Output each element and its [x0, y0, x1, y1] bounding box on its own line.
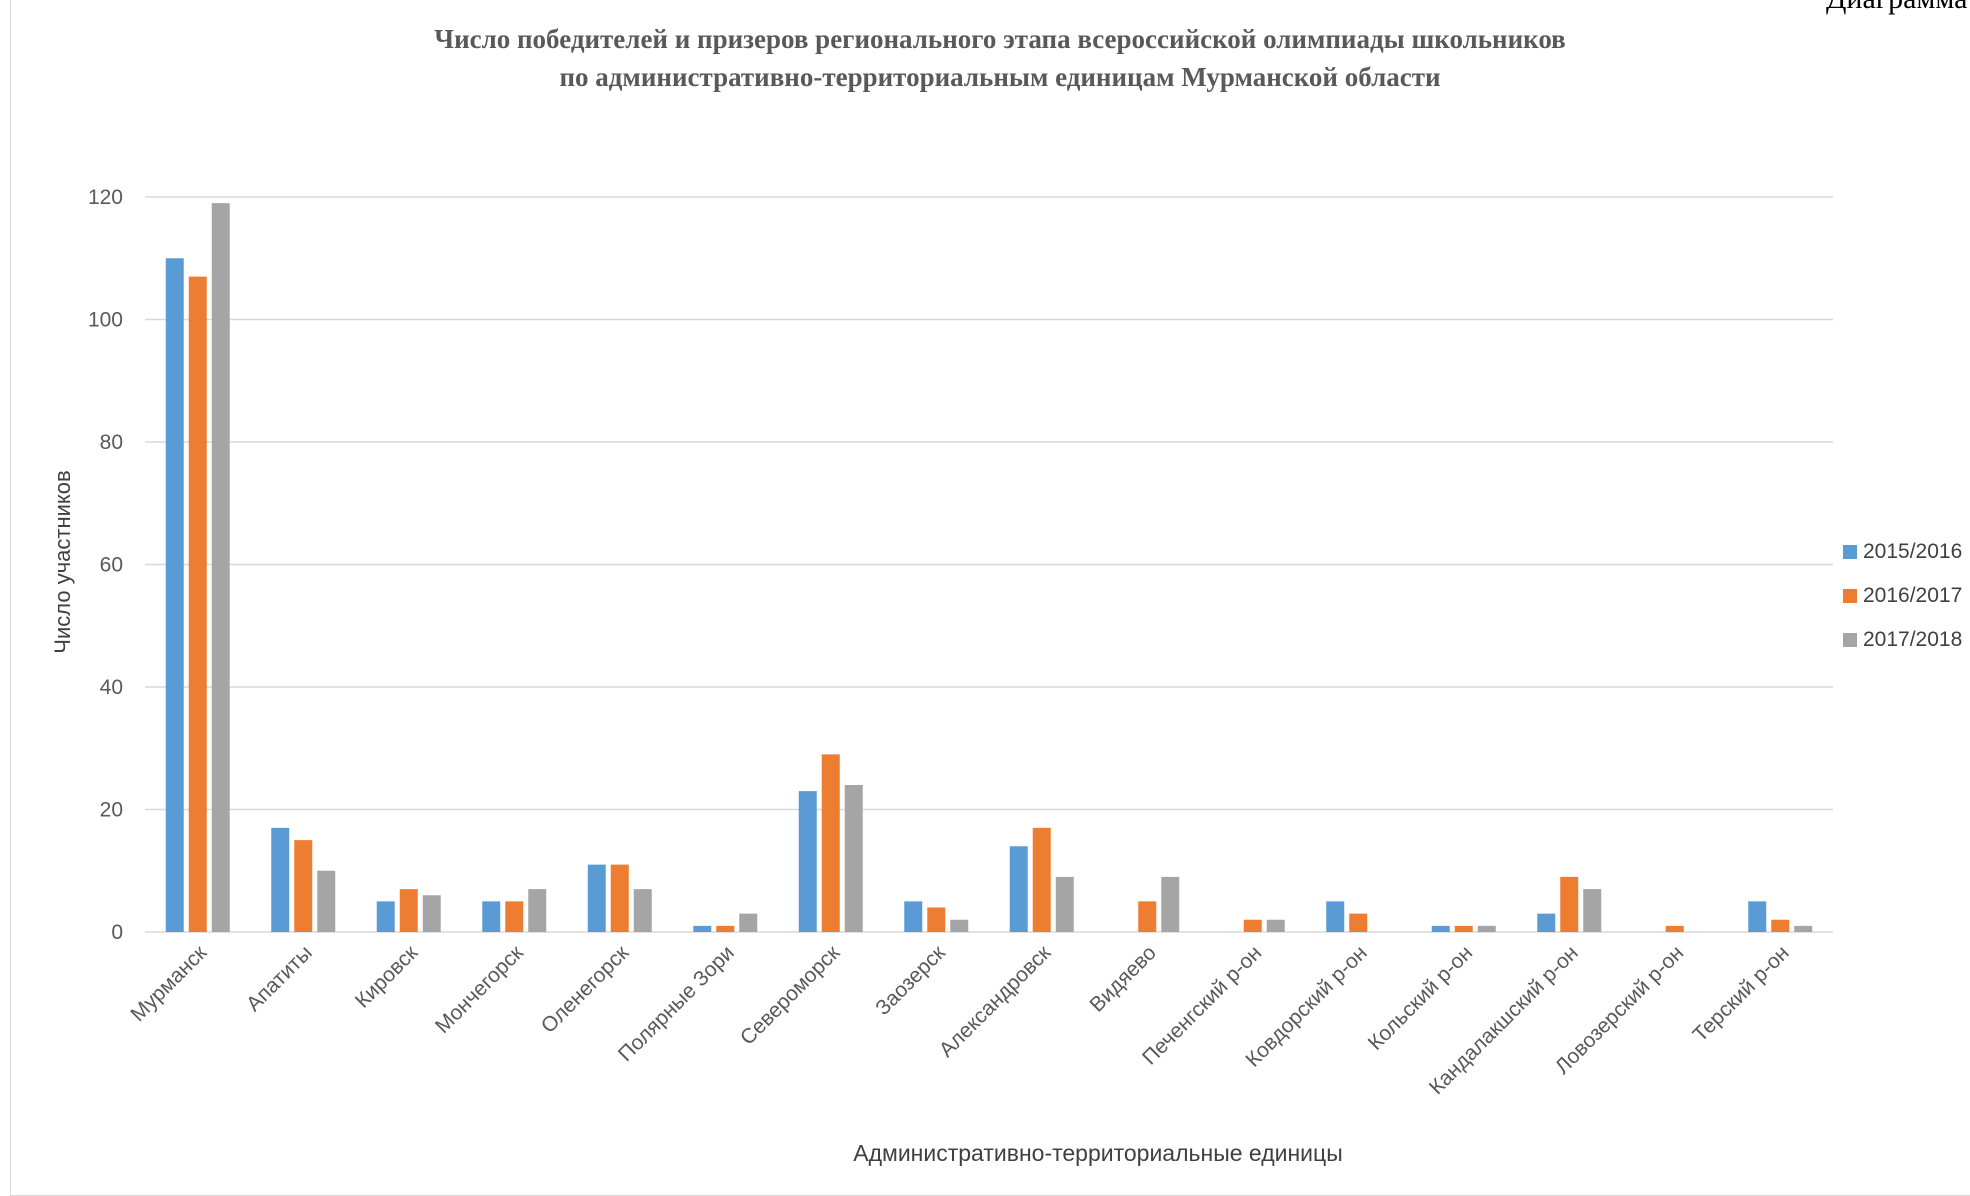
chart-plot: 0 20 40 60 80 100 120 Мурманск Апатиты Кировск Мо…: [88, 186, 1833, 1100]
x-tick-label: Полярные Зори: [614, 941, 739, 1066]
x-tick-label: Кировск: [351, 941, 423, 1013]
bar: [1748, 901, 1767, 932]
bar: [399, 889, 418, 932]
bar: [1009, 846, 1028, 932]
y-tick-label: 120: [88, 186, 123, 209]
bar: [693, 925, 712, 932]
bar: [528, 889, 547, 932]
bar: [610, 864, 629, 932]
bar: [716, 925, 735, 932]
bar: [1266, 919, 1285, 932]
x-tick-label: Терский р-он: [1688, 941, 1793, 1046]
bar: [1560, 876, 1579, 932]
y-tick-label: 20: [100, 799, 123, 822]
legend-item: 2016/2017: [1843, 574, 1962, 618]
bar: [1161, 876, 1180, 932]
bar: [927, 907, 946, 932]
bar: [422, 895, 441, 932]
bar: [1349, 913, 1368, 932]
bar: [1454, 925, 1473, 932]
y-tick-label: 100: [88, 309, 123, 332]
bar: [798, 791, 817, 932]
x-tick-label: Апатиты: [242, 941, 317, 1016]
bar: [821, 754, 840, 932]
x-axis-ticks: Мурманск Апатиты Кировск Мончегорск Оленегор…: [126, 941, 1793, 1100]
bar: [1794, 925, 1813, 932]
x-tick-label: Кольский р-он: [1364, 941, 1478, 1055]
bar: [1055, 876, 1074, 932]
x-tick-label: Мурманск: [126, 941, 211, 1026]
legend-item: 2017/2018: [1843, 618, 1962, 662]
bar: [211, 203, 230, 932]
bar: [271, 827, 290, 932]
y-axis-ticks: 0 20 40 60 80 100 120: [88, 186, 123, 944]
legend-swatch: [1843, 545, 1857, 559]
bar: [1326, 901, 1345, 932]
bar: [188, 276, 207, 932]
legend-label: 2015/2016: [1863, 540, 1963, 563]
x-tick-label: Александровск: [935, 941, 1056, 1062]
bar: [1138, 901, 1157, 932]
bar: [950, 919, 969, 932]
bar: [1243, 919, 1262, 932]
bar: [1032, 827, 1051, 932]
bar: [294, 840, 313, 932]
figure-number-label: Диаграмма 4: [1826, 0, 1970, 16]
bar: [904, 901, 923, 932]
bar: [1431, 925, 1450, 932]
bar: [505, 901, 524, 932]
legend-swatch: [1843, 589, 1857, 603]
x-tick-label: Мончегорск: [431, 941, 528, 1038]
x-tick-label: Североморск: [736, 941, 845, 1050]
chart-title-line-1: Число победителей и призеров регионально…: [434, 24, 1566, 54]
bar: [1537, 913, 1556, 932]
x-tick-label: Заозерск: [871, 941, 950, 1020]
legend: 2015/2016 2016/2017 2017/2018: [1843, 530, 1962, 662]
bar: [633, 889, 652, 932]
bars: [165, 203, 1813, 932]
bar: [165, 258, 184, 932]
bar: [739, 913, 758, 932]
bar: [1477, 925, 1496, 932]
y-axis-label: Число участников: [50, 470, 75, 654]
grid-lines: [145, 196, 1833, 933]
chart-title-line-2: по административно-территориальным едини…: [559, 62, 1441, 92]
legend-swatch: [1843, 633, 1857, 647]
legend-label: 2017/2018: [1863, 628, 1963, 651]
chart-title: Число победителей и призеров регионально…: [150, 20, 1850, 96]
y-tick-label: 80: [100, 431, 123, 454]
y-tick-label: 40: [100, 676, 123, 699]
bar: [1583, 889, 1602, 932]
bar: [376, 901, 395, 932]
bar: [1771, 919, 1790, 932]
x-tick-label: Видяево: [1085, 941, 1160, 1016]
legend-item: 2015/2016: [1843, 530, 1962, 574]
y-tick-label: 0: [111, 921, 123, 944]
bar: [587, 864, 606, 932]
x-tick-label: Оленегорск: [537, 941, 634, 1038]
bar: [1665, 925, 1684, 932]
y-tick-label: 60: [100, 554, 123, 577]
bar: [317, 870, 336, 932]
bar: [482, 901, 501, 932]
legend-label: 2016/2017: [1863, 584, 1963, 607]
bar: [844, 785, 863, 932]
